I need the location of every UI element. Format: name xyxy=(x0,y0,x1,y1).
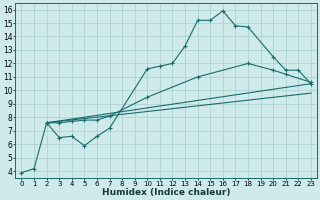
X-axis label: Humidex (Indice chaleur): Humidex (Indice chaleur) xyxy=(102,188,230,197)
